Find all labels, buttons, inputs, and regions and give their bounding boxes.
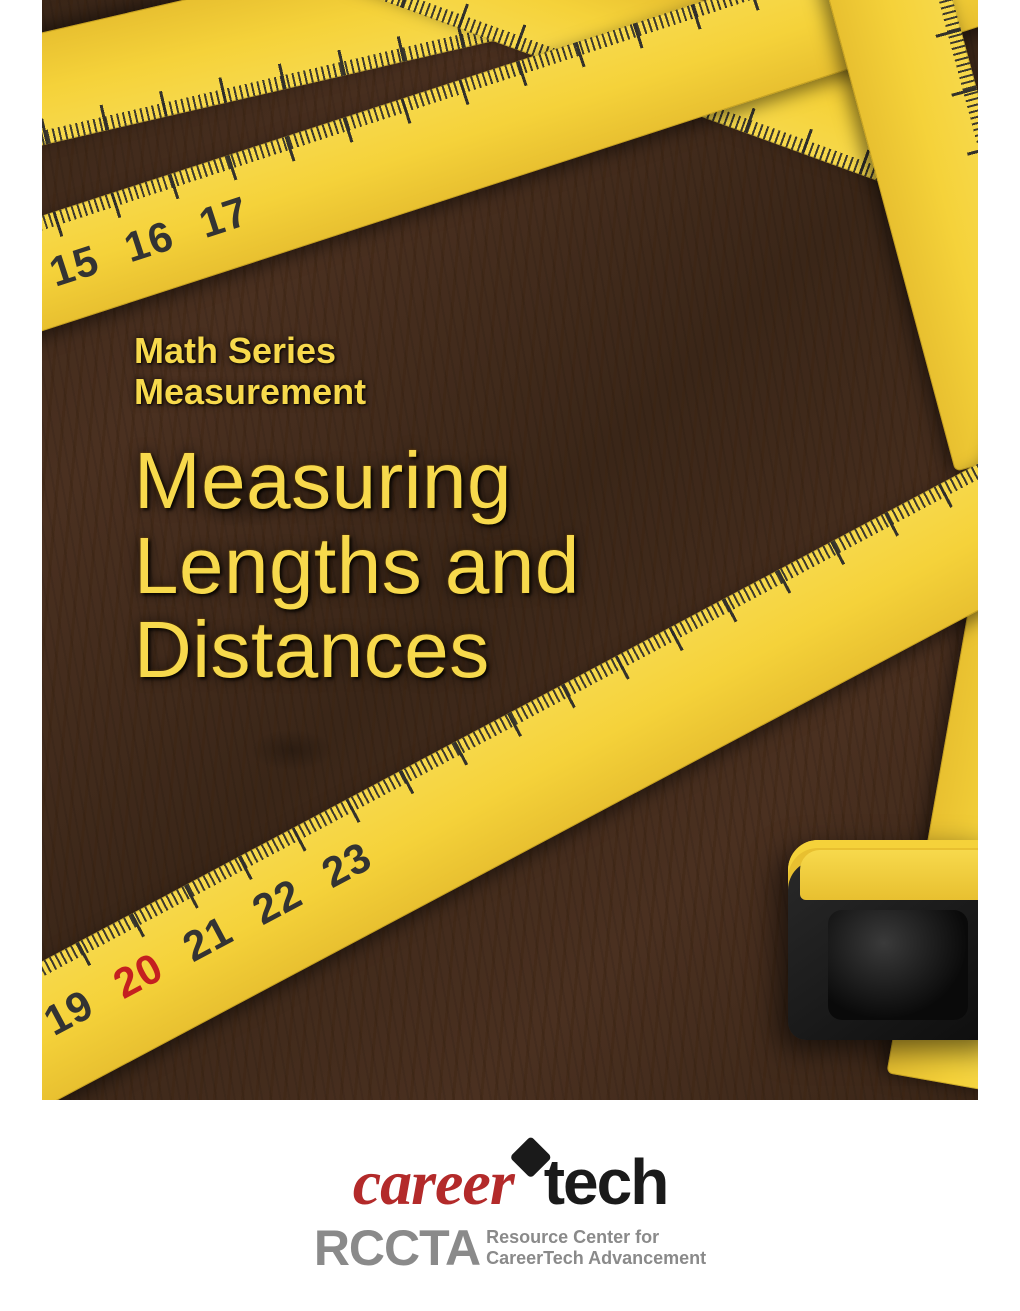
tagline-line: Resource Center for bbox=[486, 1227, 659, 1247]
ruler-number: 19 bbox=[42, 980, 102, 1045]
title-line: Distances bbox=[134, 605, 490, 694]
ruler-number: 23 bbox=[314, 832, 380, 897]
cover-photo-region: 28272625242322 2122232728 14151617 16171… bbox=[42, 0, 978, 1100]
tagline-line: CareerTech Advancement bbox=[486, 1248, 706, 1268]
rccta-tagline: Resource Center for CareerTech Advanceme… bbox=[486, 1227, 706, 1268]
document-cover-page: 28272625242322 2122232728 14151617 16171… bbox=[0, 0, 1020, 1311]
logo-word-tech: tech bbox=[544, 1150, 668, 1214]
document-title: Measuring Lengths and Distances bbox=[134, 439, 580, 693]
ruler-number: 20 bbox=[106, 943, 172, 1008]
logo-word-career: career bbox=[353, 1151, 514, 1215]
ruler-number: 21 bbox=[175, 906, 241, 971]
rccta-acronym: RCCTA bbox=[314, 1219, 480, 1277]
subtitle-line: Math Series bbox=[134, 330, 336, 371]
ruler-number: 16 bbox=[119, 211, 180, 272]
careertech-wordmark: career tech bbox=[353, 1150, 668, 1215]
ruler-number: 22 bbox=[245, 869, 311, 934]
rccta-lockup: RCCTA Resource Center for CareerTech Adv… bbox=[314, 1219, 706, 1277]
ruler-number: 15 bbox=[44, 236, 105, 297]
tape-measure-case-icon bbox=[788, 840, 978, 1040]
ruler-number: 17 bbox=[193, 187, 254, 248]
title-block: Math Series Measurement Measuring Length… bbox=[134, 330, 580, 693]
title-line: Measuring bbox=[134, 436, 512, 525]
series-subtitle: Math Series Measurement bbox=[134, 330, 580, 413]
subtitle-line: Measurement bbox=[134, 371, 366, 412]
title-line: Lengths and bbox=[134, 521, 580, 610]
publisher-logo: career tech RCCTA Resource Center for Car… bbox=[0, 1150, 1020, 1277]
